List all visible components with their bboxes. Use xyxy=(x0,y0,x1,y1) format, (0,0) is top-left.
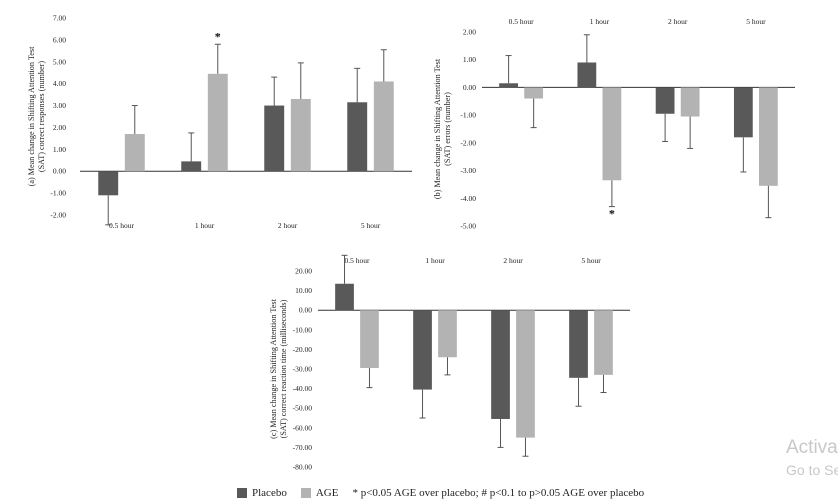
bar-placebo-5-hour xyxy=(569,310,588,378)
y-tick-label: 20.00 xyxy=(295,267,312,276)
category-label: 5 hour xyxy=(581,256,601,265)
bar-age-1-hour xyxy=(438,310,457,358)
bar-age-5-hour xyxy=(759,87,778,186)
y-tick-label: 5.00 xyxy=(53,57,66,66)
y-tick-label: -5.00 xyxy=(460,222,476,231)
y-tick-label: 1.00 xyxy=(463,55,476,64)
y-tick-label: -40.00 xyxy=(293,384,313,393)
y-axis-label: (a) Mean change in Shifting Attention Te… xyxy=(27,46,46,187)
bar-age-5-hour xyxy=(373,81,394,172)
y-axis-label: (c) Mean change in Shifting Attention Te… xyxy=(269,298,288,439)
legend-label-placebo: Placebo xyxy=(252,487,287,499)
bar-age-2-hour xyxy=(290,98,311,172)
y-tick-label: -30.00 xyxy=(293,365,313,374)
y-tick-label: 2.00 xyxy=(53,123,66,132)
legend-swatch-placebo xyxy=(237,488,247,498)
legend-swatch-age xyxy=(300,488,311,498)
y-tick-label: -2.00 xyxy=(460,138,476,147)
bar-age-2-hour xyxy=(516,310,535,438)
significance-marker: * xyxy=(609,207,615,221)
significance-marker: * xyxy=(215,29,221,43)
category-label: 1 hour xyxy=(590,17,610,26)
y-tick-label: 10.00 xyxy=(295,286,312,295)
y-tick-label: -3.00 xyxy=(460,166,476,175)
category-label: 0.5 hour xyxy=(345,256,371,265)
bar-age-5-hour xyxy=(594,310,613,375)
watermark-line-2: Go to Settings xyxy=(786,462,838,478)
panel-c-chart: -80.00 -70.00 -60.00 -50.00 -40.00 -30.00 -20.… xyxy=(269,254,630,472)
bar-placebo-1-hour xyxy=(181,161,202,172)
y-tick-label: -4.00 xyxy=(460,194,476,203)
bar-placebo-5-hour xyxy=(347,102,368,172)
y-axis-label-line-1: (c) Mean change in Shifting Attention Te… xyxy=(269,298,278,439)
activate-windows-watermark: Activate Go to Settings xyxy=(786,436,838,480)
bar-age-0-5-hour xyxy=(524,87,544,99)
y-tick-label: -80.00 xyxy=(293,463,313,472)
y-tick-label: 0.00 xyxy=(53,167,66,176)
category-label: 1 hour xyxy=(425,256,445,265)
y-tick-label: -2.00 xyxy=(50,211,66,220)
category-label: 2 hour xyxy=(503,256,523,265)
category-label: 2 hour xyxy=(668,17,688,26)
y-tick-label: 0.00 xyxy=(299,306,312,315)
y-tick-label: -1.00 xyxy=(460,111,476,120)
y-axis-label-line-2: (SAT) correct responses (number) xyxy=(37,61,46,172)
bar-placebo-5-hour xyxy=(733,87,753,138)
bar-age-0-5-hour xyxy=(360,310,379,369)
legend: Placebo AGE * p<0.05 AGE over placebo; #… xyxy=(237,485,644,501)
bar-placebo-0-5-hour xyxy=(499,83,518,88)
y-axis-label-line-2: (SAT) errors (number) xyxy=(443,92,452,166)
category-label: 0.5 hour xyxy=(509,17,535,26)
legend-item-placebo: Placebo xyxy=(237,487,287,499)
y-tick-label: -20.00 xyxy=(293,345,313,354)
y-tick-label: 2.00 xyxy=(463,28,476,37)
legend-label-age: AGE xyxy=(315,487,339,499)
bar-age-1-hour xyxy=(602,87,622,181)
bar-placebo-2-hour xyxy=(655,87,675,114)
panel-a-chart: -2.00 -1.00 0.00 1.00 2.00 3.00 4.00 5.00 6.00 7.… xyxy=(27,14,412,230)
bar-age-1-hour xyxy=(207,73,228,172)
y-tick-label: 6.00 xyxy=(53,35,66,44)
bar-placebo-1-hour xyxy=(413,310,432,390)
bar-placebo-1-hour xyxy=(577,62,597,88)
watermark-line-1: Activate xyxy=(786,437,838,458)
bar-placebo-2-hour xyxy=(491,310,510,419)
category-label: 5 hour xyxy=(361,221,381,230)
y-axis-label-line-2: (SAT) correct reaction time (millisecond… xyxy=(279,299,288,438)
y-tick-label: -70.00 xyxy=(293,443,313,452)
bar-age-0-5-hour xyxy=(124,134,145,172)
y-tick-label: -50.00 xyxy=(293,404,313,413)
panel-b-chart: -5.00 -4.00 -3.00 -2.00 -1.00 0.00 1.00 2.00 (b)… xyxy=(433,17,795,231)
y-tick-label: 3.00 xyxy=(53,101,66,110)
y-tick-label: -60.00 xyxy=(293,423,313,432)
category-label: 5 hour xyxy=(746,17,766,26)
category-label: 1 hour xyxy=(195,221,215,230)
y-tick-label: 7.00 xyxy=(53,14,66,23)
bar-placebo-2-hour xyxy=(264,105,285,172)
legend-item-age: AGE xyxy=(300,487,339,499)
legend-significance-note: * p<0.05 AGE over placebo; # p<0.1 to p>… xyxy=(352,487,645,499)
bar-placebo-0-5-hour xyxy=(98,171,119,196)
y-axis-label-line-1: (a) Mean change in Shifting Attention Te… xyxy=(27,46,36,187)
y-tick-label: 0.00 xyxy=(463,83,476,92)
y-tick-label: 4.00 xyxy=(53,79,66,88)
y-axis-label-line-1: (b) Mean change in Shifting Attention Te… xyxy=(433,58,442,199)
y-tick-label: -10.00 xyxy=(293,325,313,334)
category-label: 0.5 hour xyxy=(109,221,135,230)
category-label: 2 hour xyxy=(278,221,298,230)
y-tick-label: -1.00 xyxy=(50,189,66,198)
y-axis-label: (b) Mean change in Shifting Attention Te… xyxy=(433,58,452,199)
bar-age-2-hour xyxy=(680,87,700,117)
bar-placebo-0-5-hour xyxy=(335,283,354,311)
y-tick-label: 1.00 xyxy=(53,145,66,154)
